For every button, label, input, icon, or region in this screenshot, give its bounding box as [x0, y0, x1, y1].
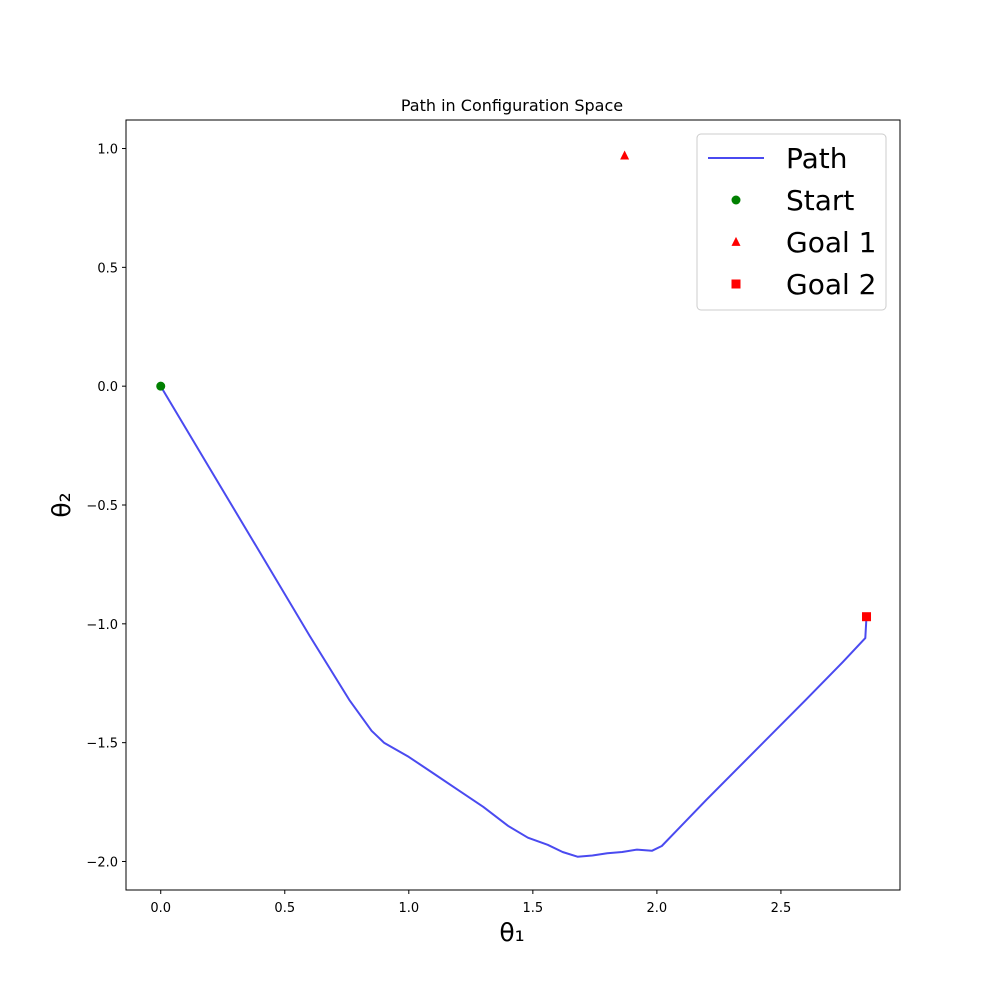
x-tick-label: 0.0 — [150, 901, 171, 916]
y-tick-label: 1.0 — [97, 143, 118, 158]
x-tick-label: 2.5 — [771, 901, 792, 916]
y-axis-label: θ₂ — [47, 492, 76, 517]
legend-goal-2-swatch — [731, 279, 741, 289]
goal-1-marker — [620, 150, 630, 160]
y-tick-label: −1.0 — [86, 618, 118, 633]
legend-goal-1-label: Goal 1 — [786, 226, 876, 259]
y-tick-label: −0.5 — [86, 499, 118, 514]
legend-frame — [696, 133, 887, 311]
legend-goal-1-swatch — [731, 236, 741, 246]
y-tick-label: 0.5 — [97, 261, 118, 276]
plot-marks — [156, 150, 872, 858]
x-tick-label: 1.0 — [398, 901, 419, 916]
x-tick-label: 0.5 — [274, 901, 295, 916]
path-line — [159, 385, 868, 858]
legend-start-label: Start — [786, 184, 854, 217]
plot-frame — [125, 119, 901, 891]
legend-start-swatch — [731, 195, 741, 205]
chart-title: Path in Configuration Space — [401, 96, 623, 115]
axis-ticks: 0.0 0.5 1.0 1.5 2.0 2.5 1.0 0.5 0.0 −0.5 −1.0 −1.5 −… — [86, 143, 791, 916]
y-tick-label: −2.0 — [86, 855, 118, 870]
goal-2-marker — [862, 612, 872, 622]
x-tick-label: 1.5 — [523, 901, 544, 916]
x-tick-label: 2.0 — [647, 901, 668, 916]
legend: Path Start Goal 1 Goal 2 — [696, 133, 887, 311]
x-axis-label: θ₁ — [499, 918, 524, 947]
start-marker — [156, 381, 166, 391]
y-tick-label: 0.0 — [97, 380, 118, 395]
legend-goal-2-label: Goal 2 — [786, 268, 876, 301]
y-tick-label: −1.5 — [86, 737, 118, 752]
legend-path-label: Path — [786, 142, 848, 175]
